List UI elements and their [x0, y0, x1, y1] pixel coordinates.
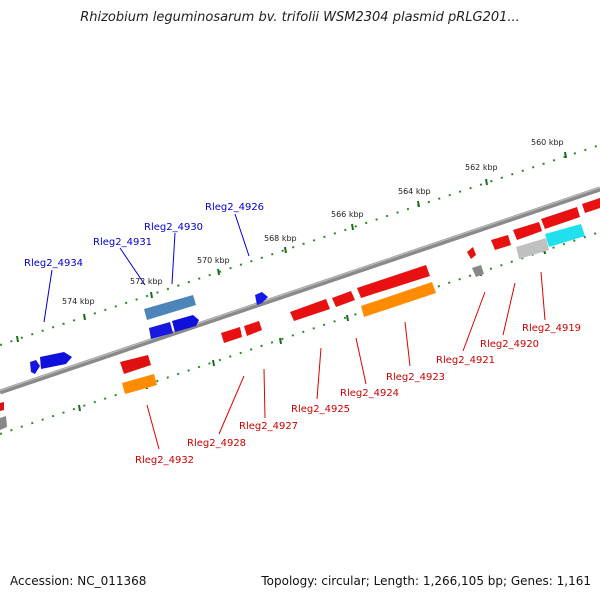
topology-text: Topology: circular; Length: 1,266,105 bp…: [261, 574, 591, 588]
major-tick: [485, 178, 488, 186]
gene-label-rleg2-4928[interactable]: Rleg2_4928: [187, 438, 246, 449]
major-tick: [284, 246, 287, 254]
major-tick: [16, 335, 19, 343]
kbp-label: 572 kbp: [130, 277, 163, 286]
gene-block[interactable]: [172, 315, 199, 332]
major-tick: [279, 337, 282, 345]
gene-block[interactable]: [149, 322, 173, 339]
gene-label-rleg2-4932[interactable]: Rleg2_4932: [135, 455, 194, 466]
gene-block[interactable]: [244, 321, 262, 336]
gene-block[interactable]: [290, 299, 330, 321]
forward-gene-blocks: [30, 292, 268, 374]
major-tick: [150, 291, 153, 299]
kbp-label: 568 kbp: [264, 234, 297, 243]
gene-block[interactable]: [122, 374, 157, 394]
gene-block[interactable]: [467, 247, 476, 259]
gene-block[interactable]: [361, 282, 436, 317]
gene-block[interactable]: [582, 198, 600, 213]
gene-label-rleg2-4925[interactable]: Rleg2_4925: [291, 404, 350, 415]
gene-block[interactable]: [221, 327, 242, 343]
gene-label-rleg2-4919[interactable]: Rleg2_4919: [522, 323, 581, 334]
gene-block[interactable]: [491, 235, 511, 250]
gene-block[interactable]: [144, 295, 196, 320]
accession-text: Accession: NC_011368: [10, 574, 147, 588]
major-tick: [346, 314, 349, 322]
major-tick: [212, 359, 215, 367]
kbp-label: 566 kbp: [331, 210, 364, 219]
sequence-backbone: [0, 186, 600, 395]
gene-block[interactable]: [30, 360, 40, 374]
gene-block[interactable]: [0, 416, 7, 430]
gene-block[interactable]: [40, 352, 72, 369]
gene-label-rleg2-4920[interactable]: Rleg2_4920: [480, 339, 539, 350]
kbp-label: 564 kbp: [398, 187, 431, 196]
major-tick: [83, 313, 86, 321]
gene-label-rleg2-4934[interactable]: Rleg2_4934: [24, 258, 83, 269]
gene-block[interactable]: [0, 402, 4, 411]
kbp-label: 570 kbp: [197, 256, 230, 265]
major-tick: [564, 151, 567, 159]
gene-block[interactable]: [120, 355, 151, 374]
major-tick: [78, 404, 81, 412]
gene-label-rleg2-4924[interactable]: Rleg2_4924: [340, 388, 399, 399]
major-tick: [351, 223, 354, 231]
gene-block[interactable]: [255, 292, 268, 305]
gene-block[interactable]: [472, 265, 484, 277]
gene-block[interactable]: [545, 224, 585, 247]
gene-label-rleg2-4931[interactable]: Rleg2_4931: [93, 237, 152, 248]
reverse-gene-blocks: [0, 198, 600, 430]
major-tick: [417, 200, 420, 208]
major-tick: [217, 268, 220, 276]
gene-block[interactable]: [516, 238, 549, 259]
kbp-label: 562 kbp: [465, 163, 498, 172]
gene-label-rleg2-4926[interactable]: Rleg2_4926: [205, 202, 264, 213]
gene-label-rleg2-4927[interactable]: Rleg2_4927: [239, 421, 298, 432]
gene-label-rleg2-4923[interactable]: Rleg2_4923: [386, 372, 445, 383]
kbp-label: 560 kbp: [531, 138, 564, 147]
gene-block[interactable]: [357, 265, 430, 298]
forward-leader-lines: [43, 213, 250, 323]
gene-block[interactable]: [332, 291, 355, 307]
reverse-leader-lines: [146, 271, 546, 450]
kbp-label: 574 kbp: [62, 297, 95, 306]
map-title: Rhizobium leguminosarum bv. trifolii WSM…: [80, 10, 520, 25]
gene-block[interactable]: [541, 207, 580, 229]
gene-label-rleg2-4921[interactable]: Rleg2_4921: [436, 355, 495, 366]
sequence-backbone-highlight: [0, 186, 600, 392]
gene-block[interactable]: [513, 222, 542, 240]
gene-label-rleg2-4930[interactable]: Rleg2_4930: [144, 222, 203, 233]
